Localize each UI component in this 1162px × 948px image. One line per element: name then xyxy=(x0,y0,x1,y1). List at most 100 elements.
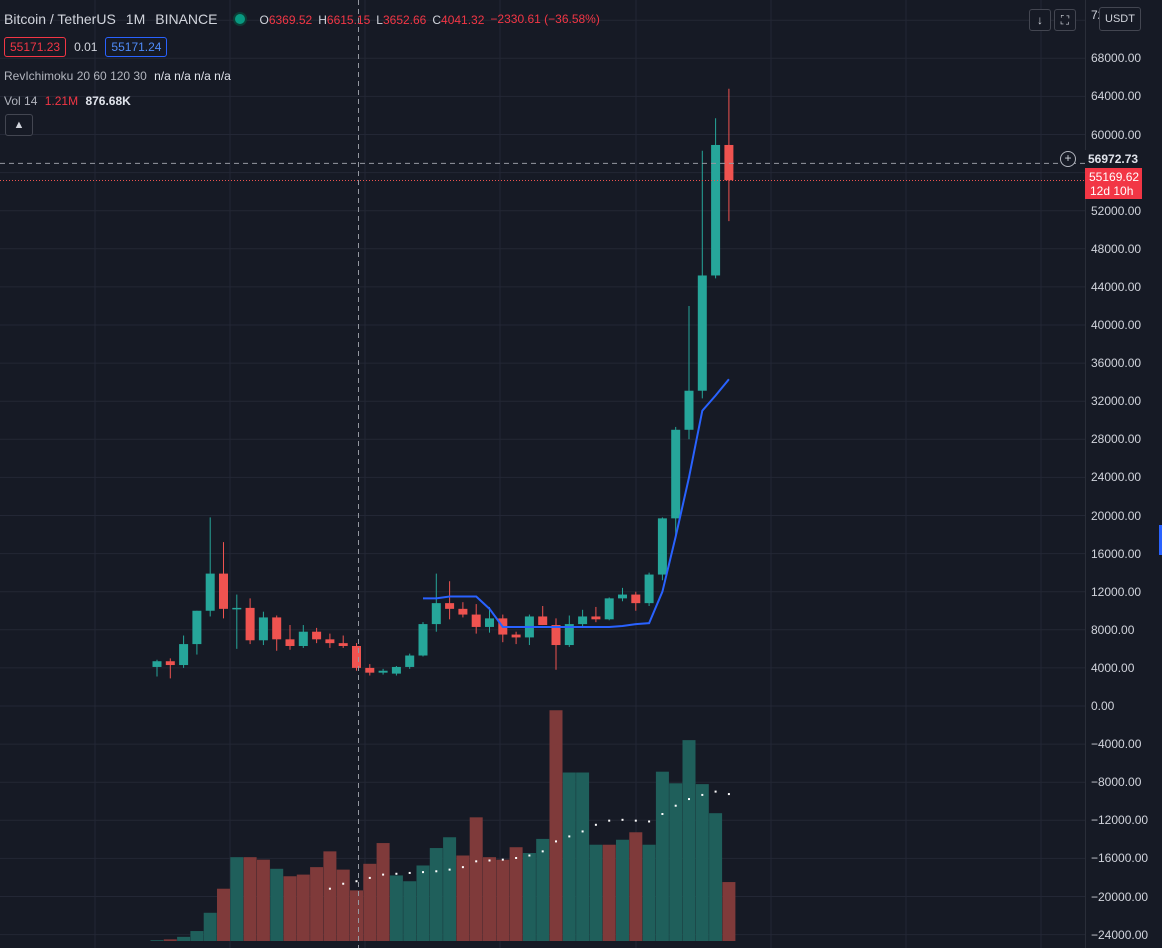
candle-body xyxy=(285,639,295,646)
volume-bar xyxy=(403,881,417,941)
volume-bar xyxy=(682,740,696,941)
price-tick-label: 8000.00 xyxy=(1091,622,1135,637)
candle-body xyxy=(604,598,614,620)
price-tick-label: 28000.00 xyxy=(1091,432,1142,447)
candle xyxy=(538,605,548,626)
volume-bar xyxy=(562,772,576,941)
volume-ma-point xyxy=(661,813,664,816)
volume-ma-point xyxy=(541,850,544,853)
volume-bar xyxy=(456,855,470,941)
candle-body xyxy=(711,144,721,276)
ichimoku-params: 20 60 120 30 xyxy=(76,69,147,83)
chart-pane[interactable]: Bitcoin / TetherUS 1M BINANCE O6369.52 H6… xyxy=(0,0,1085,948)
candle xyxy=(684,305,694,440)
currency-button[interactable]: USDT xyxy=(1099,7,1141,31)
volume-bar xyxy=(602,844,616,941)
volume-bar xyxy=(469,817,483,941)
candle-body xyxy=(644,574,654,604)
candle xyxy=(431,573,441,632)
volume-legend[interactable]: Vol 14 1.21M 876.68K xyxy=(4,94,131,108)
price-tick-label: 4000.00 xyxy=(1091,660,1135,675)
candle-body xyxy=(671,429,681,519)
candle xyxy=(524,614,534,646)
fullscreen-icon[interactable]: ⛶ xyxy=(1054,9,1076,31)
price-tick-label: 24000.00 xyxy=(1091,470,1142,485)
volume-bar xyxy=(163,939,177,941)
candle xyxy=(378,668,388,675)
volume-bar xyxy=(350,890,363,941)
ichimoku-legend[interactable]: RevIchimoku 20 60 120 30 n/a n/a n/a n/a xyxy=(4,69,231,83)
candle xyxy=(405,653,415,669)
sell-button[interactable]: 55171.23 xyxy=(4,37,67,57)
volume-bar xyxy=(270,868,284,941)
candle-body xyxy=(219,573,228,609)
candle xyxy=(298,625,308,648)
volume-bar xyxy=(576,772,590,941)
volume-bar xyxy=(296,874,310,941)
candle xyxy=(445,581,455,620)
symbol-legend[interactable]: Bitcoin / TetherUS 1M BINANCE O6369.52 H6… xyxy=(4,11,606,27)
volume-ma-point xyxy=(368,876,371,879)
exchange-label: BINANCE xyxy=(155,11,218,27)
price-tick-label: 48000.00 xyxy=(1091,241,1142,256)
ohlc-key: C xyxy=(432,12,442,27)
arrow-down-icon[interactable]: ↓ xyxy=(1029,9,1051,31)
candle xyxy=(578,609,588,627)
ichimoku-values: n/a n/a n/a n/a xyxy=(154,69,231,83)
volume-bar xyxy=(629,832,643,941)
candle xyxy=(724,88,734,222)
change-value: −2330.61 (−36.58%) xyxy=(490,12,600,26)
chevron-up-icon[interactable]: ▲ xyxy=(5,114,33,136)
volume-ma-point xyxy=(448,868,451,871)
candle xyxy=(245,598,255,645)
ohlc-value: 4041.32 xyxy=(441,12,485,27)
volume-ma-point xyxy=(382,873,385,876)
volume-bar xyxy=(243,857,257,941)
candle xyxy=(325,633,335,648)
volume-ma-point xyxy=(408,871,411,874)
candle xyxy=(618,587,627,602)
ichimoku-line xyxy=(423,378,730,628)
candle xyxy=(179,635,189,668)
symbol-name[interactable]: Bitcoin / TetherUS xyxy=(4,11,116,27)
volume-bar xyxy=(230,857,244,941)
trade-prices: 55171.23 0.01 55171.24 xyxy=(4,37,168,57)
scroll-indicator[interactable] xyxy=(1159,525,1162,555)
volume-name[interactable]: Vol xyxy=(4,94,21,108)
candle xyxy=(152,659,162,677)
price-chart[interactable] xyxy=(0,0,1085,948)
candle-body xyxy=(258,617,268,641)
volume-value: 1.21M xyxy=(44,94,79,108)
candle-body xyxy=(232,607,242,610)
candle-body xyxy=(298,631,308,646)
candle-body xyxy=(405,655,415,667)
candle-body xyxy=(312,631,322,640)
volume-bar xyxy=(376,843,390,941)
volume-ma-point xyxy=(634,819,637,822)
candle-body xyxy=(391,666,401,674)
ichimoku-name[interactable]: RevIchimoku xyxy=(4,69,74,83)
candle xyxy=(418,622,428,657)
volume-bar xyxy=(669,783,683,941)
price-tick-label: 36000.00 xyxy=(1091,356,1142,371)
add-order-icon[interactable]: + xyxy=(1060,151,1076,167)
volume-ma-value: 876.68K xyxy=(85,94,131,108)
price-tick-label: 60000.00 xyxy=(1091,127,1142,142)
price-axis[interactable]: 72 68000.00 64000.00 60000.00 52000.00 48000… xyxy=(1085,0,1162,948)
price-tick-label: 16000.00 xyxy=(1091,546,1142,561)
candle xyxy=(192,610,202,655)
candle-body xyxy=(564,624,574,646)
volume-param: 14 xyxy=(24,94,38,108)
candle xyxy=(485,606,494,633)
candle-body xyxy=(471,614,481,627)
volume-ma-point xyxy=(435,870,438,873)
price-tick-label: 20000.00 xyxy=(1091,508,1142,523)
candle-body xyxy=(192,610,202,645)
buy-button[interactable]: 55171.24 xyxy=(105,37,168,57)
volume-ma-point xyxy=(568,835,571,838)
interval-label[interactable]: 1M xyxy=(125,11,146,27)
candle xyxy=(697,150,707,399)
volume-ma-point xyxy=(475,860,478,863)
candle xyxy=(511,631,521,645)
candle-body xyxy=(485,618,494,627)
